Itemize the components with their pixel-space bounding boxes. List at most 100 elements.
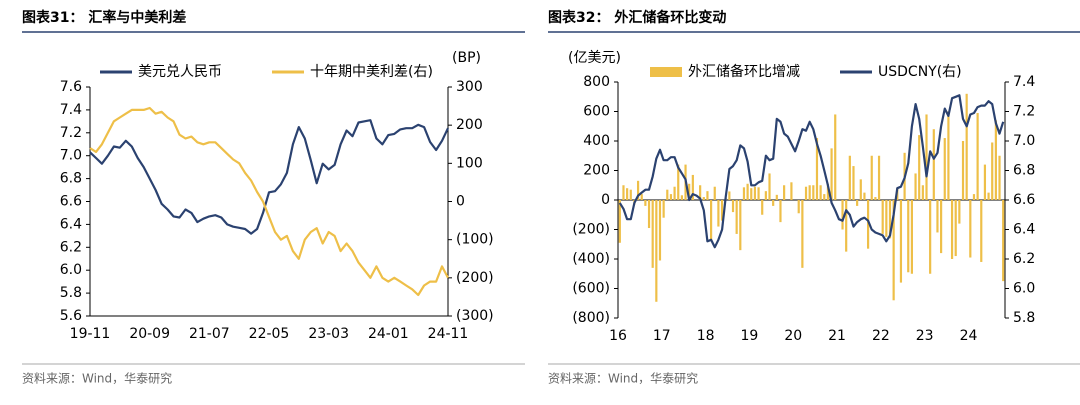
y2-tick-label: 6.6 (1013, 192, 1035, 208)
bar (735, 200, 738, 234)
bar (885, 200, 888, 237)
bar (976, 112, 979, 200)
bar (655, 200, 658, 302)
bar (907, 200, 910, 273)
bar (622, 185, 625, 200)
bar (874, 197, 877, 200)
x-tick-label: 19-11 (70, 326, 111, 342)
bar (819, 185, 822, 200)
legend-label: USDCNY(右) (878, 64, 962, 80)
bar (797, 200, 800, 214)
y-tick-label: 0 (601, 192, 610, 208)
bar (812, 185, 815, 200)
bar (669, 194, 673, 200)
bar (940, 200, 943, 254)
y2-tick-label: 7.0 (1013, 133, 1035, 149)
bar (929, 200, 932, 274)
y2-tick-label: 0 (456, 194, 465, 210)
x-tick-label: 23-03 (308, 326, 349, 342)
bar (640, 194, 643, 200)
bar (775, 194, 778, 200)
y-tick-label: 600 (583, 104, 610, 120)
y2-tick-label: 5.8 (1013, 310, 1035, 326)
y-tick-label: 5.8 (60, 285, 82, 301)
legend-label: 十年期中美利差(右) (310, 64, 433, 80)
bar (720, 200, 724, 221)
y2-unit: (BP) (452, 50, 481, 66)
x-tick-label: 23 (916, 328, 934, 344)
bar (881, 200, 884, 234)
bar (841, 200, 844, 230)
bar (848, 155, 851, 200)
bar (987, 192, 990, 200)
bar (761, 200, 764, 215)
chart-title: 图表32： 外汇储备环比变动 (548, 9, 726, 26)
x-tick-label: 18 (697, 328, 715, 344)
y2-tick-label: 100 (456, 155, 483, 171)
y2-tick-label: 300 (456, 79, 483, 95)
bar (877, 155, 881, 200)
bar (768, 173, 771, 200)
bar (925, 114, 928, 200)
bar (731, 200, 735, 213)
bar (808, 185, 811, 200)
bar (947, 111, 950, 200)
y-tick-label: 6.0 (60, 262, 82, 278)
y2-tick-label: (200) (456, 270, 494, 286)
y2-tick-label: (100) (456, 232, 494, 248)
bar (636, 180, 640, 200)
bar (790, 182, 793, 200)
line-series (89, 106, 449, 297)
bar (662, 200, 665, 218)
y-tick-label: (400) (572, 251, 610, 267)
bar (983, 164, 987, 200)
y2-tick-label: 6.8 (1013, 163, 1035, 179)
y-tick-label: 6.8 (60, 171, 82, 187)
y-tick-label: 7.4 (60, 102, 82, 118)
chart-title: 图表31： 汇率与中美利差 (22, 9, 186, 26)
x-tick-label: 17 (653, 328, 671, 344)
bar (746, 183, 749, 200)
x-tick-label: 20 (784, 328, 802, 344)
legend-swatch (650, 67, 682, 77)
bar (830, 148, 833, 200)
bar (845, 200, 848, 252)
bar (801, 200, 804, 268)
bar (644, 200, 647, 206)
bar (702, 197, 705, 200)
bar (710, 200, 713, 240)
bar (921, 185, 924, 200)
bar (969, 200, 972, 258)
bar (750, 188, 753, 200)
y2-tick-label: 200 (456, 117, 483, 133)
bar (757, 187, 760, 200)
y-tick-label: (200) (572, 222, 610, 238)
y-tick-label: 200 (583, 163, 610, 179)
bar (677, 164, 680, 200)
bar (691, 174, 694, 200)
bar (658, 200, 662, 261)
bar (936, 200, 939, 233)
y2-tick-label: 7.2 (1013, 104, 1035, 120)
bar (699, 185, 702, 200)
bar (666, 189, 669, 200)
bar (914, 173, 917, 200)
bar (783, 185, 786, 200)
y-tick-label: 6.2 (60, 239, 82, 255)
bar (972, 194, 976, 200)
bar (647, 200, 651, 229)
y-unit: (亿美元) (568, 50, 621, 66)
bar (965, 93, 968, 200)
x-tick-label: 19 (741, 328, 759, 344)
bar (728, 191, 731, 200)
bar (834, 114, 837, 200)
y-tick-label: 7.0 (60, 148, 82, 164)
y2-tick-label: (300) (456, 308, 494, 324)
bar (1002, 200, 1005, 282)
y-tick-label: 800 (583, 74, 610, 90)
bar (688, 183, 691, 200)
y-tick-label: 7.2 (60, 125, 82, 141)
source: 资料来源：Wind，华泰研究 (548, 371, 698, 386)
x-tick-label: 16 (609, 328, 627, 344)
bar (954, 200, 957, 257)
